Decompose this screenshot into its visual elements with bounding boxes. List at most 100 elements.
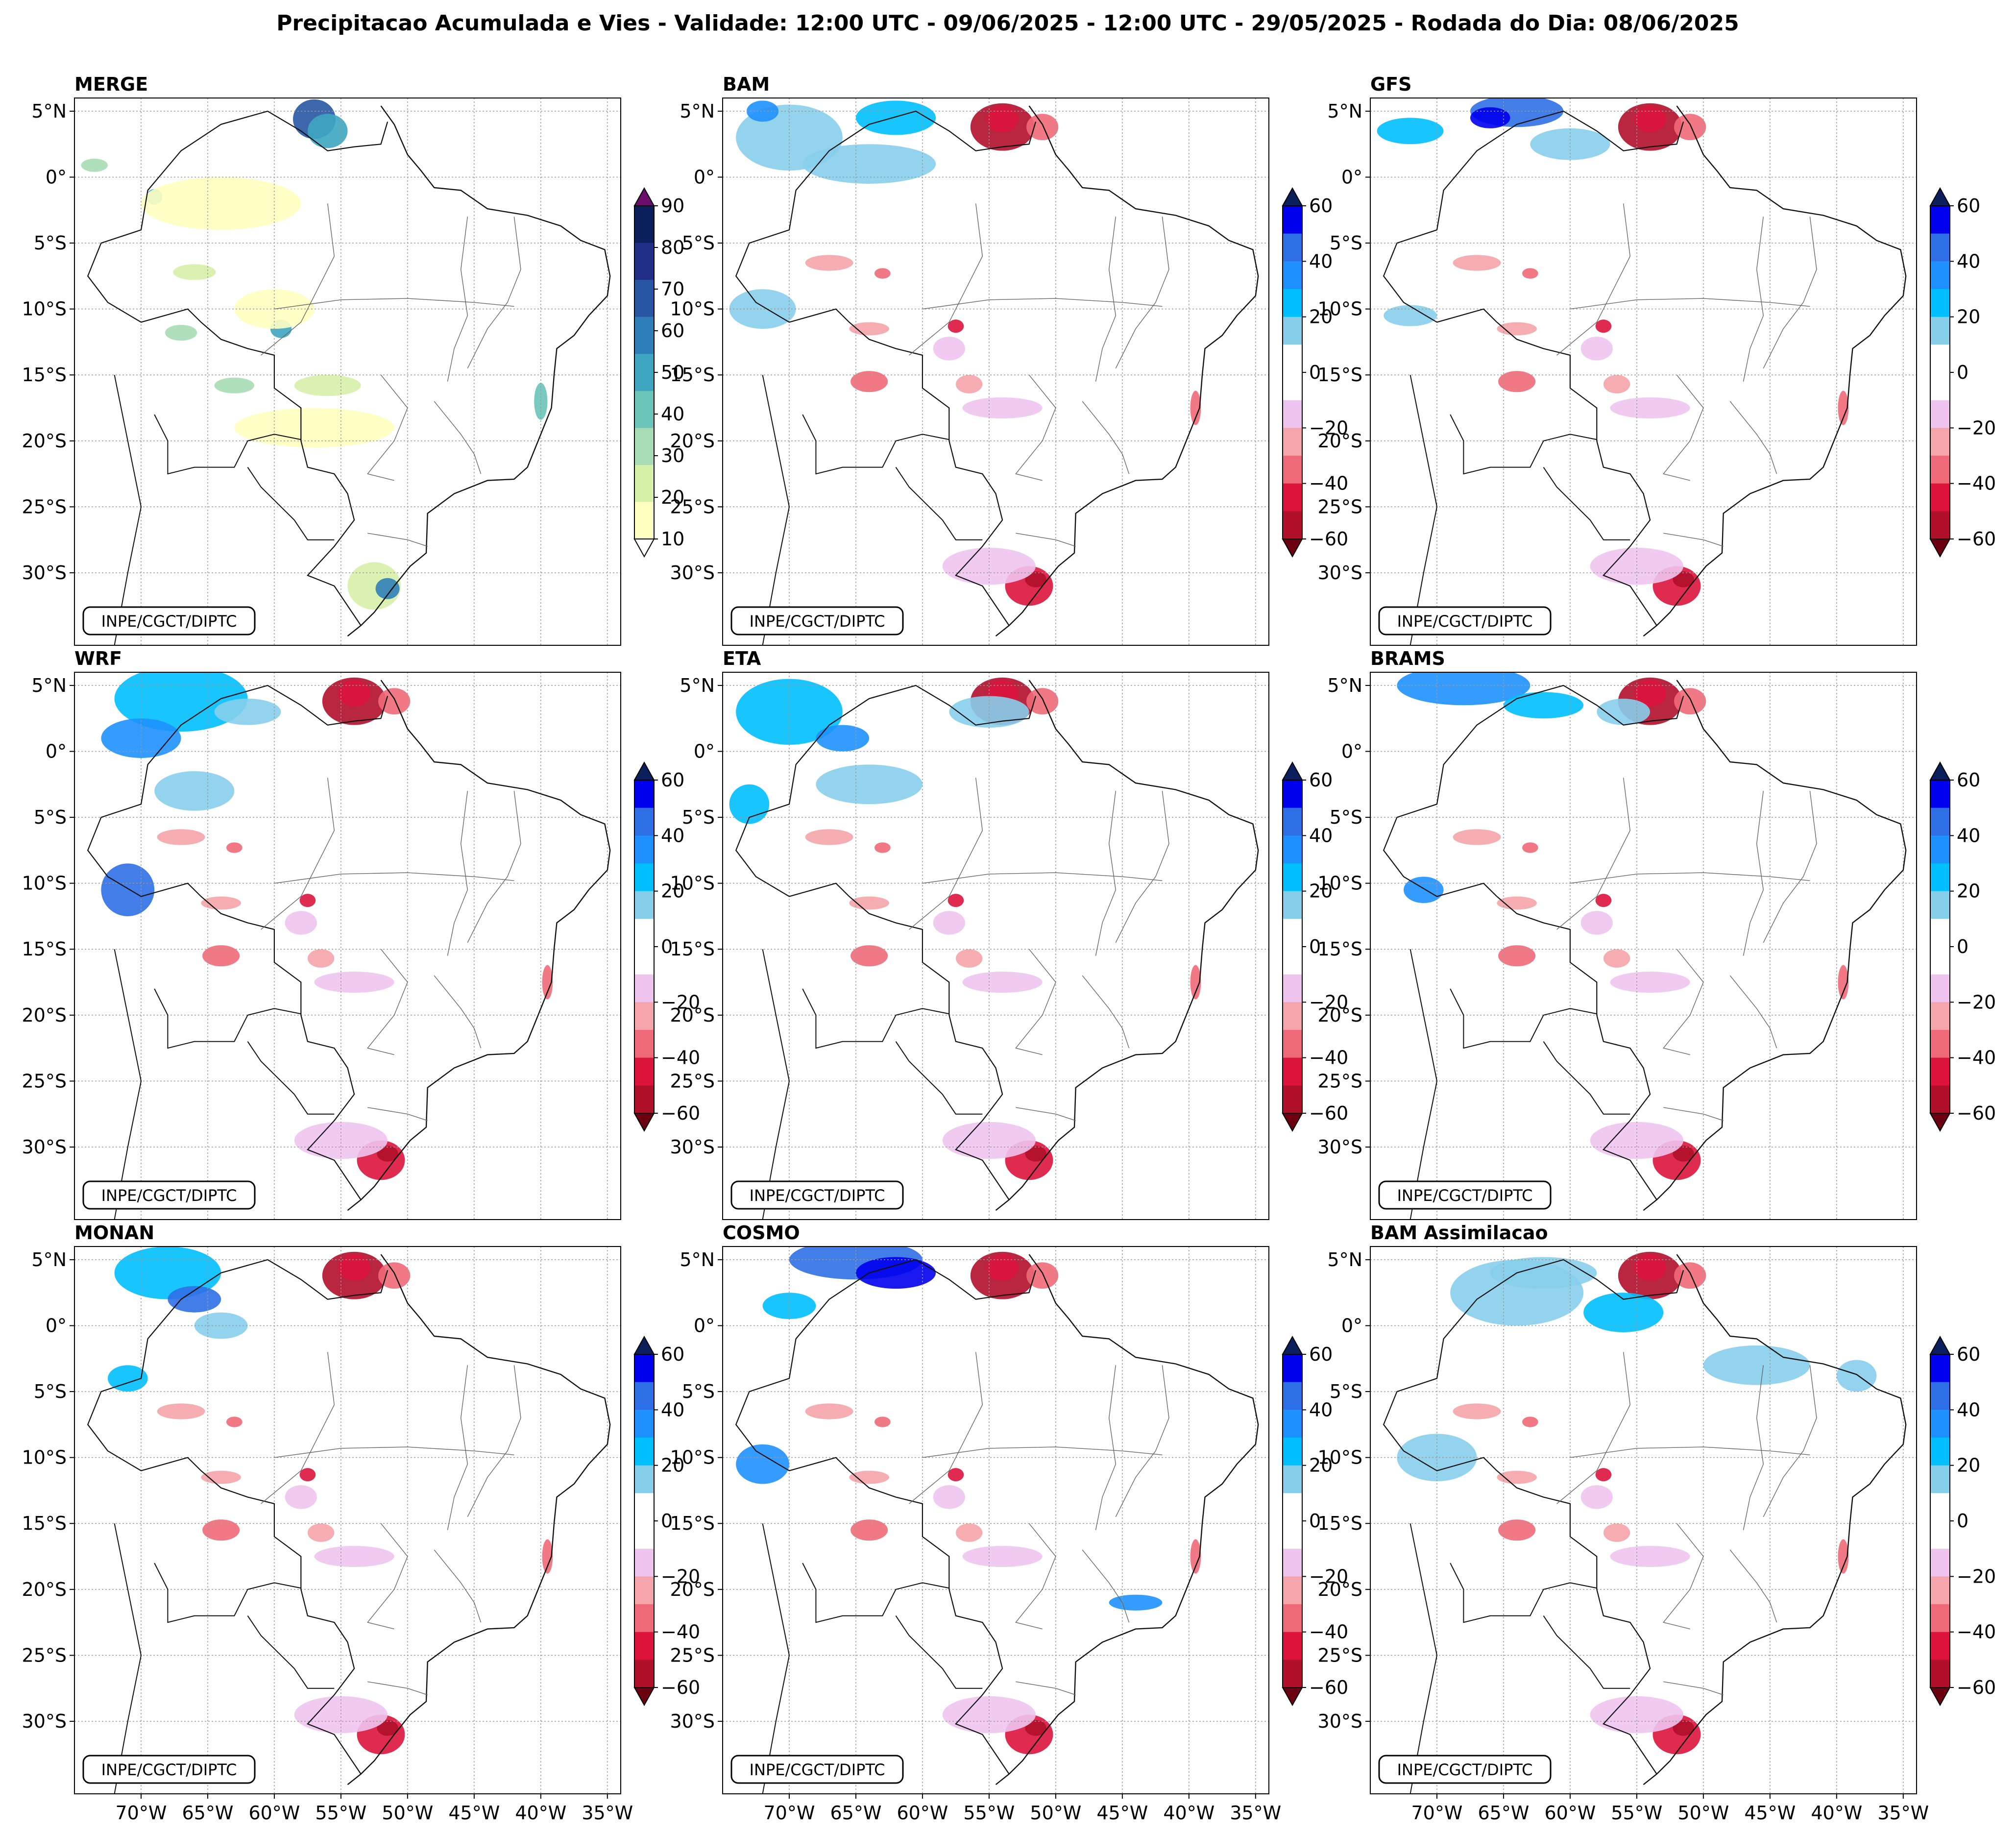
country-border [762, 1523, 790, 1794]
colorbar-tick-label: 90 [661, 195, 684, 217]
field-blob [1597, 698, 1651, 725]
lat-tick-label: 30°S [22, 562, 67, 584]
country-border [735, 685, 1037, 1200]
country-border [802, 988, 949, 1049]
colorbar-tick-label: 40 [1309, 1399, 1333, 1420]
colorbar-segment [1930, 1002, 1950, 1030]
credit-text: INPE/CGCT/DIPTC [750, 1186, 885, 1205]
field-blob [986, 1254, 1019, 1281]
lat-tick-label: 25°S [22, 1644, 67, 1666]
state-border [367, 949, 408, 1055]
lat-tick-label: 5°N [680, 1249, 715, 1271]
colorbar-tick-label: 30 [661, 445, 684, 466]
state-border [1570, 872, 1810, 884]
colorbar-segment [634, 428, 654, 465]
colorbar-segment [1930, 456, 1950, 484]
lon-tick-label: 35°W [582, 1802, 633, 1824]
field-blob [154, 771, 235, 811]
field-blob [1497, 1470, 1537, 1484]
country-border [895, 1615, 983, 1689]
lat-tick-label: 30°S [1318, 1136, 1362, 1158]
map-frame [1370, 672, 1917, 1220]
lon-tick-label: 70°W [764, 1802, 815, 1824]
field-blob [850, 1519, 888, 1541]
lat-tick-label: 20°S [670, 1579, 715, 1600]
country-border [154, 988, 301, 1049]
lon-tick-label: 35°W [1877, 1802, 1929, 1824]
lat-tick-label: 25°S [22, 1070, 67, 1092]
field-blob [947, 1468, 964, 1482]
field-blob [1026, 114, 1059, 141]
colorbar-tick-label: −60 [1309, 1677, 1348, 1698]
map-layers [74, 672, 621, 1220]
field-blob [375, 578, 400, 599]
colorbar-tick-label: 20 [1309, 880, 1333, 902]
colorbar-segment [1283, 1057, 1302, 1086]
field-blob [1603, 949, 1630, 968]
field-blob [955, 949, 983, 968]
country-border [762, 949, 790, 1220]
state-border [1663, 1107, 1724, 1121]
state-border [922, 298, 1163, 310]
colorbar-tick-label: −60 [1309, 1102, 1348, 1124]
coastline [995, 1254, 1259, 1785]
lat-tick-label: 30°S [22, 1136, 67, 1158]
lat-tick-label: 15°S [1318, 938, 1362, 960]
state-border [1743, 1365, 1764, 1530]
lon-tick-label: 45°W [1096, 1802, 1148, 1824]
state-border [1763, 217, 1817, 369]
country-border [735, 110, 1037, 626]
colorbar-segment [1930, 483, 1950, 512]
colorbar-segment [634, 1604, 654, 1633]
map-layers [74, 98, 621, 645]
state-border [1095, 1365, 1117, 1530]
lat-tick-label: 20°S [1318, 430, 1362, 452]
field-blob [378, 1262, 411, 1289]
colorbar-tick-label: −20 [661, 1565, 700, 1587]
colorbar-segment [1930, 974, 1950, 1003]
state-border [1663, 533, 1724, 547]
lat-tick-label: 20°S [22, 430, 67, 452]
colorbar-segment [1930, 317, 1950, 345]
colorbar-segment [1283, 372, 1302, 401]
country-border [762, 375, 790, 645]
panel-title: BAM [723, 73, 770, 95]
field-blob [962, 971, 1043, 993]
credit-frame [730, 1755, 904, 1784]
colorbar-extend-over [633, 1335, 655, 1355]
lon-tick-label: 55°W [963, 1802, 1015, 1824]
credit-text: INPE/CGCT/DIPTC [1397, 1186, 1533, 1205]
colorbar-segment [634, 891, 654, 919]
colorbar-segment [1283, 891, 1302, 919]
lon-tick-label: 40°W [1811, 1802, 1862, 1824]
colorbar-segment [1283, 289, 1302, 318]
field-blob [1838, 965, 1849, 1000]
field-blob [933, 1485, 965, 1509]
field-blob [1190, 391, 1201, 425]
colorbar-segment [634, 974, 654, 1003]
lat-tick-label: 25°S [1318, 496, 1362, 517]
lat-tick-label: 0° [46, 740, 67, 762]
field-blob [114, 672, 248, 732]
country-border [154, 414, 301, 475]
lat-tick-label: 5°S [34, 807, 67, 828]
field-blob [1580, 1485, 1613, 1509]
lat-tick-label: 30°S [1318, 1711, 1362, 1732]
field-blob [1590, 1122, 1684, 1159]
colorbar-tick-label: −60 [1957, 1677, 1996, 1698]
field-blob [746, 100, 779, 122]
colorbar-tick-label: 0 [1957, 362, 1968, 383]
map-layers [74, 1247, 621, 1794]
colorbar-tick-label: −40 [661, 1621, 700, 1643]
credit-text: INPE/CGCT/DIPTC [1397, 1761, 1533, 1779]
colorbar-segment [634, 1410, 654, 1438]
lat-tick-label: 5°S [682, 807, 715, 828]
credit-box: INPE/CGCT/DIPTC [730, 1755, 904, 1784]
colorbar-tick-label: 80 [661, 237, 684, 258]
state-border [447, 791, 468, 956]
field-blob [1674, 114, 1706, 141]
credit-text: INPE/CGCT/DIPTC [101, 1761, 237, 1779]
colorbar-tick-label: −40 [1309, 1621, 1348, 1643]
panel-bam: BAM 5°N 0° 5°S 10°S 15°S 20°S 25°S 30°S INPE/CGCT… [670, 73, 1348, 646]
map-frame [1370, 98, 1917, 646]
